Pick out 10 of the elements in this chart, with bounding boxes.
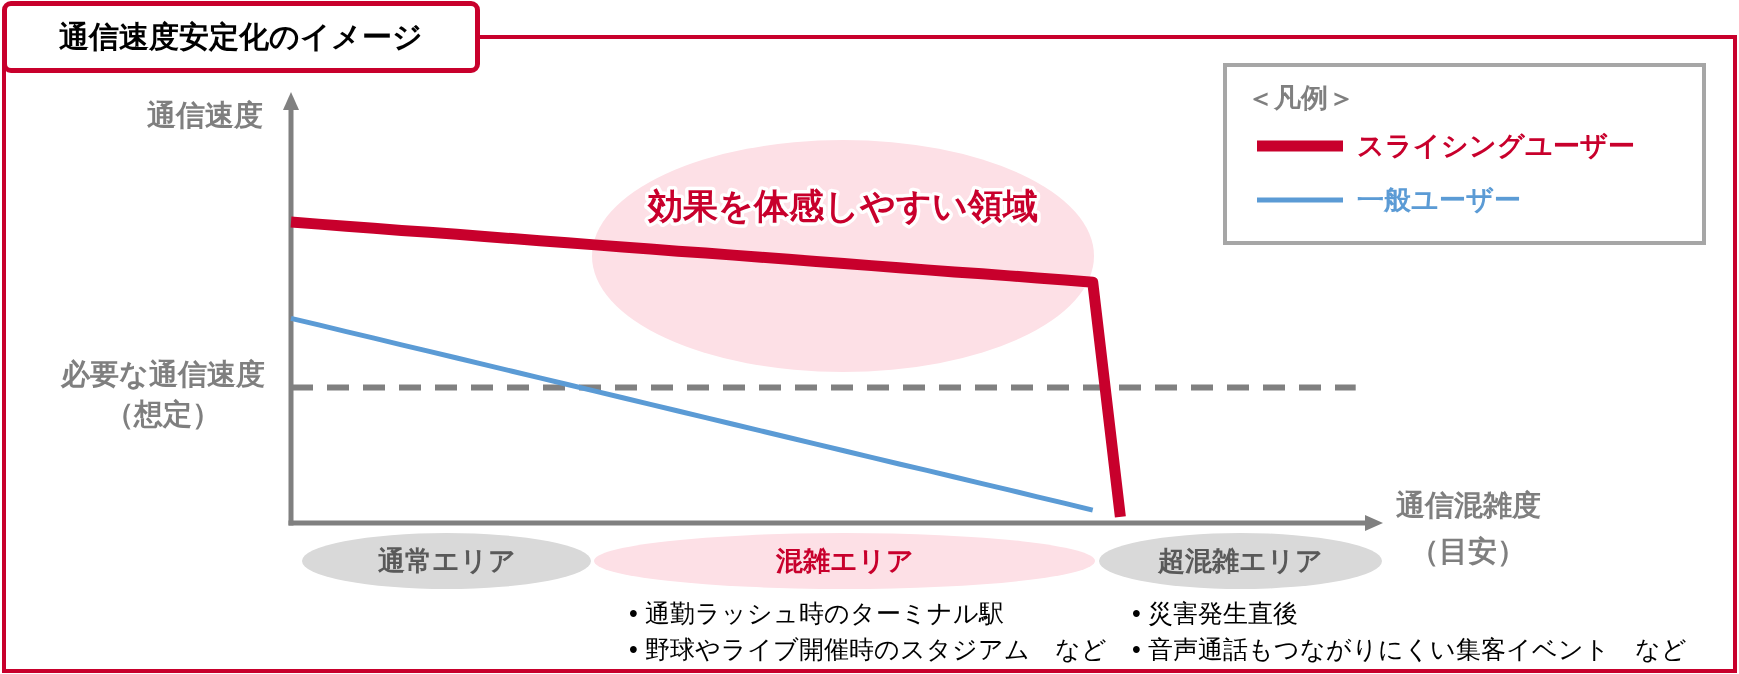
annotation: • 災害発生直後 • 音声通話もつながりにくい集客イベント など <box>1132 599 1687 663</box>
y-axis-title: 通信速度 <box>147 99 263 131</box>
title: 通信速度安定化のイメージ <box>2 1 480 73</box>
annotation: 混雑エリア <box>775 546 914 576</box>
annotation: 通常エリア <box>377 546 516 576</box>
legend-title: ＜凡例＞ <box>1247 83 1355 113</box>
annotation: 効果を体感しやすい領域 <box>648 185 1038 225</box>
x-axis-title: 通信混雑度（目安） <box>1394 488 1542 569</box>
annotation: 超混雑エリア <box>1158 546 1323 576</box>
annotation: • 通勤ラッシュ時のターミナル駅 • 野球やライブ開催時のスタジアム など <box>629 599 1107 663</box>
